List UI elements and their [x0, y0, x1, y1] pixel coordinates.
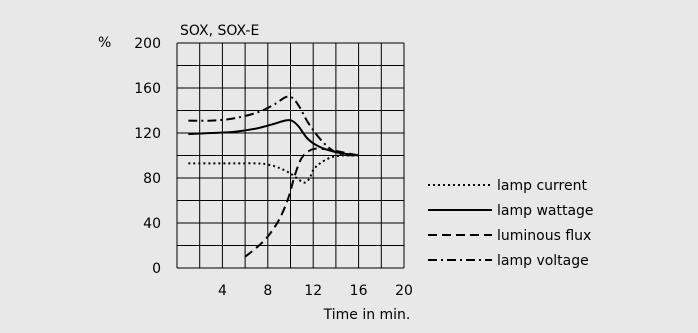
chart-title: SOX, SOX-E — [180, 23, 259, 39]
y-tick-label: 40 — [143, 216, 161, 232]
legend-label-lamp-current: lamp current — [497, 178, 587, 194]
y-axis-label: % — [98, 35, 111, 51]
x-tick-label: 20 — [395, 283, 413, 299]
series-line-lamp-current — [188, 154, 359, 184]
legend: lamp current lamp wattage luminous flux lam… — [428, 178, 594, 269]
legend-label-lamp-wattage: lamp wattage — [497, 203, 594, 219]
x-tick-label: 16 — [350, 283, 368, 299]
grid — [176, 42, 405, 269]
y-tick-label: 200 — [134, 36, 161, 52]
legend-label-luminous-flux: luminous flux — [497, 228, 591, 244]
y-tick-label: 0 — [152, 261, 161, 277]
series-line-luminous-flux — [244, 147, 359, 258]
legend-label-lamp-voltage: lamp voltage — [497, 253, 589, 269]
x-axis-label: Time in min. — [323, 307, 411, 323]
series-line-lamp-wattage — [188, 119, 359, 157]
y-tick-label: 80 — [143, 171, 161, 187]
y-tick-label: 160 — [134, 81, 161, 97]
x-tick-label: 12 — [304, 283, 322, 299]
y-tick-label: 120 — [134, 126, 161, 142]
series-lines — [188, 95, 359, 258]
x-tick-label: 8 — [263, 283, 272, 299]
tick-labels: 0 40 80 120 160 200 4 8 12 16 20 — [134, 36, 413, 299]
series-line-lamp-voltage — [188, 95, 359, 157]
x-tick-label: 4 — [218, 283, 227, 299]
